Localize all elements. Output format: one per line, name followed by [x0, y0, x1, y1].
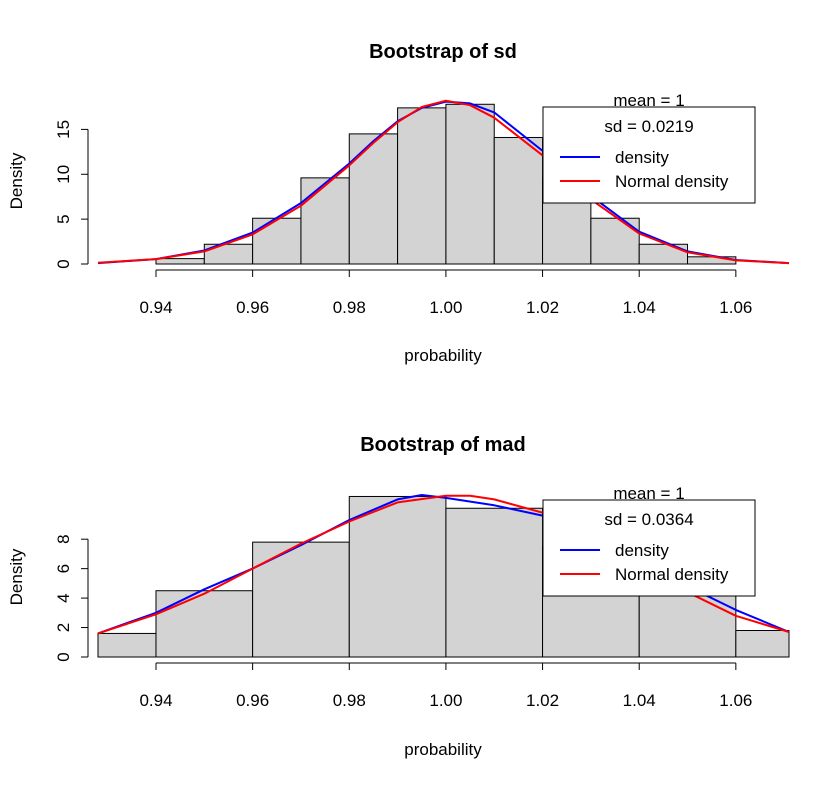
chart-title: Bootstrap of sd	[369, 41, 517, 63]
legend-header: mean = 1	[613, 484, 684, 503]
legend-entry-1: Normal density	[615, 565, 729, 584]
y-tick-label: 5	[54, 214, 73, 223]
legend-entry-0: density	[615, 148, 669, 167]
histogram-bar-7	[735, 629, 790, 658]
legend-subheader: sd = 0.0219	[604, 117, 693, 136]
histogram-bar-6	[445, 103, 495, 265]
histogram-bar-2	[252, 217, 302, 265]
chart-title: Bootstrap of mad	[360, 434, 526, 456]
histogram-bar-6	[638, 590, 737, 658]
legend-entry-1: Normal density	[615, 172, 729, 191]
x-tick-label: 1.00	[429, 691, 462, 710]
histogram-bar-1	[155, 590, 254, 658]
x-tick-label: 1.04	[623, 691, 656, 710]
y-tick-label: 10	[54, 165, 73, 184]
legend-box	[542, 499, 756, 597]
histogram-bar-2	[252, 541, 350, 658]
histogram-bar-4	[348, 133, 399, 265]
histogram-bar-7	[493, 136, 544, 265]
x-axis-label: probability	[404, 346, 482, 365]
series-line-normal-density	[97, 99, 790, 265]
x-tick-label: 0.94	[139, 298, 172, 317]
y-tick-label: 0	[54, 259, 73, 268]
x-tick-label: 1.02	[526, 691, 559, 710]
legend-box	[542, 106, 756, 204]
legend-entry-0: density	[615, 541, 669, 560]
x-tick-label: 0.96	[236, 298, 269, 317]
y-tick-label: 2	[54, 623, 73, 632]
x-tick-label: 0.94	[139, 691, 172, 710]
y-tick-label: 6	[54, 564, 73, 573]
y-axis-label: Density	[7, 152, 26, 209]
x-axis-label: probability	[404, 740, 482, 759]
y-tick-label: 0	[54, 652, 73, 661]
y-tick-label: 4	[54, 593, 73, 602]
histogram-bar-5	[397, 107, 447, 265]
x-tick-label: 1.04	[623, 298, 656, 317]
histogram-bar-0	[155, 258, 205, 265]
y-tick-label: 8	[54, 534, 73, 543]
x-tick-label: 1.06	[719, 691, 752, 710]
x-tick-label: 1.06	[719, 298, 752, 317]
x-tick-label: 0.96	[236, 691, 269, 710]
legend-subheader: sd = 0.0364	[604, 510, 693, 529]
x-tick-label: 1.00	[429, 298, 462, 317]
histogram-bar-10	[638, 243, 689, 265]
histogram-bar-0	[97, 632, 157, 658]
x-tick-label: 1.02	[526, 298, 559, 317]
legend-header: mean = 1	[613, 91, 684, 110]
y-tick-label: 15	[54, 120, 73, 139]
histogram-bar-4	[445, 507, 544, 658]
x-tick-label: 0.98	[333, 298, 366, 317]
y-axis-label: Density	[7, 548, 26, 605]
x-tick-label: 0.98	[333, 691, 366, 710]
histogram-bar-3	[348, 495, 447, 658]
histogram-bar-3	[300, 177, 350, 265]
